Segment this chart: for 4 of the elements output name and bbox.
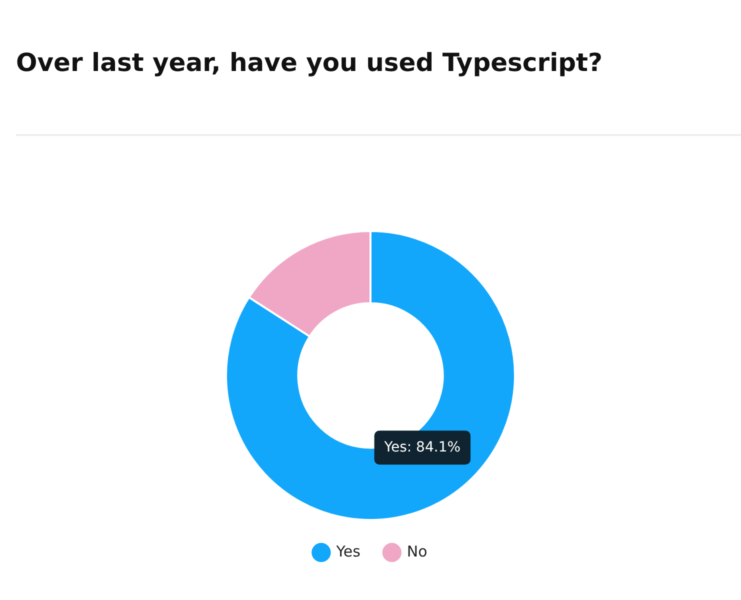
- chart-title: Over last year, have you used Typescript?: [16, 48, 602, 77]
- legend-label: No: [406, 542, 428, 560]
- data-label: Yes: 84.1%: [383, 439, 461, 456]
- legend-label: Yes: [335, 542, 361, 560]
